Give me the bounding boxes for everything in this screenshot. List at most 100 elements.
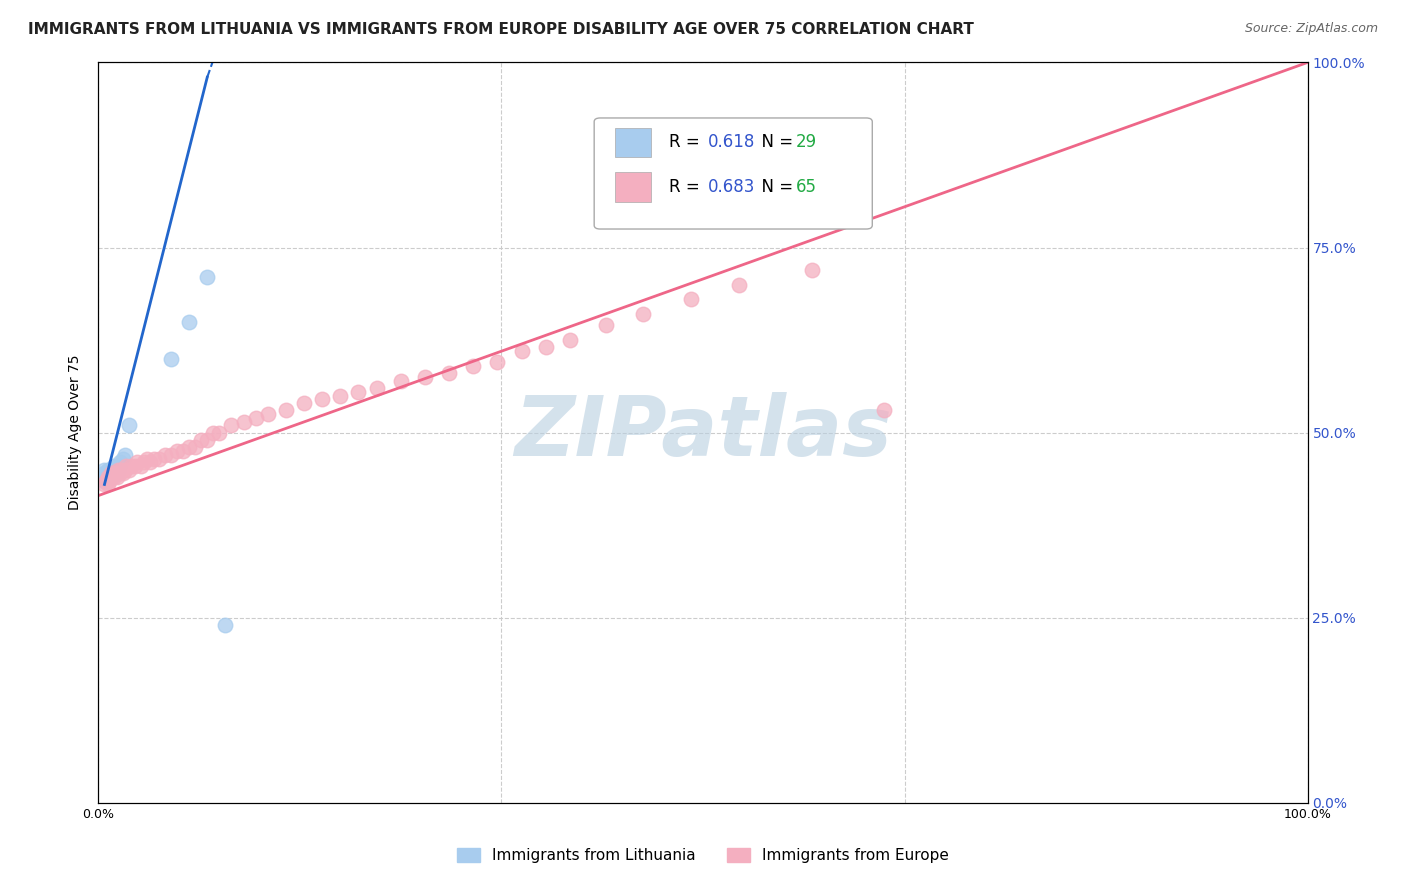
Point bbox=[800, 262, 823, 277]
Point bbox=[105, 467, 128, 481]
Point bbox=[292, 396, 315, 410]
Text: N =: N = bbox=[751, 178, 799, 196]
Point bbox=[98, 462, 121, 476]
Text: R =: R = bbox=[669, 178, 706, 196]
Point bbox=[115, 458, 138, 473]
Point bbox=[101, 467, 124, 481]
Legend: Immigrants from Lithuania, Immigrants from Europe: Immigrants from Lithuania, Immigrants fr… bbox=[451, 842, 955, 869]
Point bbox=[105, 467, 128, 481]
Point bbox=[413, 370, 436, 384]
Point bbox=[160, 448, 183, 462]
Point bbox=[114, 462, 136, 476]
Point bbox=[108, 467, 131, 481]
Point bbox=[143, 451, 166, 466]
Point bbox=[311, 392, 333, 407]
Point bbox=[111, 467, 134, 481]
Point bbox=[100, 470, 122, 484]
Point bbox=[274, 403, 297, 417]
Point bbox=[111, 451, 134, 466]
Point bbox=[166, 444, 188, 458]
Text: IMMIGRANTS FROM LITHUANIA VS IMMIGRANTS FROM EUROPE DISABILITY AGE OVER 75 CORRE: IMMIGRANTS FROM LITHUANIA VS IMMIGRANTS … bbox=[28, 22, 974, 37]
Point bbox=[97, 467, 120, 481]
Point bbox=[139, 455, 162, 469]
Point bbox=[100, 470, 122, 484]
Point bbox=[120, 458, 142, 473]
Point bbox=[256, 407, 278, 421]
Point bbox=[679, 293, 702, 307]
Point bbox=[93, 477, 115, 491]
FancyBboxPatch shape bbox=[614, 172, 651, 202]
Text: N =: N = bbox=[751, 134, 799, 152]
Point bbox=[347, 384, 370, 399]
Point bbox=[104, 467, 127, 481]
Point bbox=[100, 467, 122, 481]
Point bbox=[486, 355, 509, 369]
Text: Source: ZipAtlas.com: Source: ZipAtlas.com bbox=[1244, 22, 1378, 36]
Text: 65: 65 bbox=[796, 178, 817, 196]
Point bbox=[97, 470, 120, 484]
Point bbox=[190, 433, 212, 447]
Point bbox=[595, 318, 617, 333]
Point bbox=[329, 388, 352, 402]
Point bbox=[534, 341, 557, 355]
Point bbox=[105, 458, 128, 473]
Point bbox=[214, 618, 236, 632]
Point bbox=[160, 351, 183, 366]
Point bbox=[114, 448, 136, 462]
Point bbox=[245, 410, 267, 425]
Point bbox=[93, 467, 115, 481]
Point bbox=[179, 441, 201, 455]
Point bbox=[118, 462, 141, 476]
Point bbox=[558, 333, 581, 347]
Point bbox=[107, 462, 129, 476]
Point bbox=[108, 467, 131, 481]
Point bbox=[100, 467, 122, 481]
Point bbox=[873, 403, 896, 417]
Point bbox=[98, 474, 121, 488]
Point bbox=[103, 467, 125, 481]
Point bbox=[134, 455, 156, 469]
Point bbox=[94, 474, 117, 488]
Point bbox=[221, 418, 243, 433]
Text: 0.683: 0.683 bbox=[707, 178, 755, 196]
Point bbox=[108, 455, 131, 469]
Point bbox=[96, 470, 118, 484]
Point bbox=[172, 444, 194, 458]
Point bbox=[110, 462, 132, 476]
Point bbox=[389, 374, 412, 388]
Point bbox=[129, 458, 152, 473]
Point bbox=[202, 425, 225, 440]
Point bbox=[195, 270, 218, 285]
Point bbox=[232, 415, 254, 429]
Point bbox=[96, 474, 118, 488]
FancyBboxPatch shape bbox=[595, 118, 872, 229]
Point bbox=[437, 367, 460, 381]
Point bbox=[195, 433, 218, 447]
Point bbox=[108, 458, 131, 473]
Point bbox=[97, 462, 120, 476]
Point bbox=[100, 470, 122, 484]
Point bbox=[103, 470, 125, 484]
Point bbox=[97, 477, 120, 491]
Point bbox=[124, 458, 146, 473]
Point bbox=[127, 455, 149, 469]
Point bbox=[93, 474, 115, 488]
Point bbox=[97, 470, 120, 484]
Text: 0.618: 0.618 bbox=[707, 134, 755, 152]
Point bbox=[728, 277, 751, 292]
Point bbox=[100, 462, 122, 476]
Text: 29: 29 bbox=[796, 134, 817, 152]
Point bbox=[98, 467, 121, 481]
Point bbox=[118, 418, 141, 433]
Point bbox=[103, 458, 125, 473]
Point bbox=[101, 467, 124, 481]
Point bbox=[148, 451, 170, 466]
Point bbox=[184, 441, 207, 455]
Point bbox=[510, 344, 533, 359]
Point bbox=[135, 451, 157, 466]
Y-axis label: Disability Age Over 75: Disability Age Over 75 bbox=[69, 355, 83, 510]
Point bbox=[105, 470, 128, 484]
Text: ZIPatlas: ZIPatlas bbox=[515, 392, 891, 473]
Point bbox=[631, 307, 654, 321]
Text: R =: R = bbox=[669, 134, 706, 152]
